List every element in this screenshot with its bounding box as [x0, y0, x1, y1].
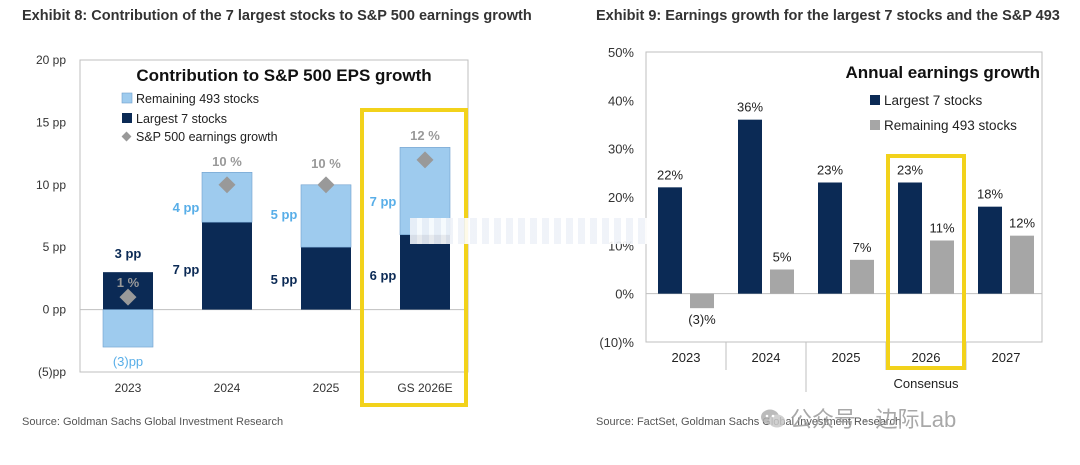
bar-largest-7 — [400, 234, 450, 310]
largest-7-label: 7 pp — [173, 262, 200, 277]
exhibit8-source: Source: Goldman Sachs Global Investment … — [22, 416, 284, 428]
y-tick-label: 20 pp — [36, 53, 66, 67]
earnings-growth-chart: (10)%0%10%20%30%40%50%22%(3)%202336%5%20… — [599, 45, 1043, 392]
remaining-493-label: 7 pp — [370, 194, 397, 209]
contribution-chart: (5)pp 0 pp 5 pp 10 pp 15 pp 20 pp 2023 2024 2025… — [36, 53, 469, 407]
exhibit8-heading: Exhibit 8: Contribution of the 7 largest… — [22, 8, 532, 24]
remaining-493-label: 5% — [773, 250, 792, 265]
consensus-label: Consensus — [893, 376, 959, 391]
chart-title: Contribution to S&P 500 EPS growth — [136, 66, 431, 85]
highlight-box-2026e — [360, 108, 468, 407]
x-tick-label: 2025 — [832, 350, 861, 365]
legend-label-largest-7: Largest 7 stocks — [136, 112, 227, 126]
x-tick-label: 2024 — [752, 350, 781, 365]
y-tick-label: 40% — [608, 93, 634, 108]
y-tick-label: 20% — [608, 190, 634, 205]
remaining-493-label: (3)% — [688, 312, 716, 327]
largest-7-label: 3 pp — [115, 246, 142, 261]
sp500-growth-marker — [119, 288, 137, 306]
legend-swatch-remaining-493 — [870, 120, 880, 130]
bar-remaining-493 — [300, 184, 352, 248]
y-tick-label: (5)pp — [38, 365, 66, 379]
remaining-493-label: 7% — [853, 240, 872, 255]
y-tick-label: 30% — [608, 142, 634, 157]
bar-remaining-493 — [850, 259, 874, 294]
watermark-text: 公众号 · 边际Lab — [790, 407, 957, 432]
largest-7-label: 18% — [977, 187, 1003, 202]
sp500-growth-marker — [416, 151, 434, 169]
y-tick-label: 5 pp — [43, 240, 67, 254]
exhibit9-heading: Exhibit 9: Earnings growth for the large… — [596, 8, 1060, 24]
bar-remaining-493 — [102, 309, 154, 348]
sp500-growth-marker — [218, 176, 236, 194]
remaining-493-label: 5 pp — [271, 207, 298, 222]
bar-largest-7 — [738, 119, 762, 294]
y-tick-label: 10 pp — [36, 178, 66, 192]
remaining-493-label: 12% — [1009, 216, 1035, 231]
bar-remaining-493 — [1010, 235, 1034, 294]
bar-largest-7 — [818, 182, 842, 294]
sp500-growth-label: 12 % — [410, 128, 440, 143]
x-tick-label: 2026 — [912, 350, 941, 365]
bar-remaining-493 — [930, 240, 954, 294]
wechat-icon — [761, 409, 785, 428]
exhibit9-source: Source: FactSet, Goldman Sachs Global In… — [596, 416, 902, 428]
bar-largest-7 — [978, 206, 1002, 294]
sp500-growth-marker — [317, 176, 335, 194]
remaining-493-label: 11% — [929, 221, 954, 236]
bar-largest-7 — [301, 247, 351, 310]
largest-7-label: 6 pp — [370, 268, 397, 283]
chart-title: Annual earnings growth — [845, 63, 1040, 82]
largest-7-label: 23% — [817, 163, 843, 178]
watermark: 公众号 · 边际Lab — [760, 402, 956, 434]
remaining-493-label: 4 pp — [173, 200, 200, 215]
y-tick-label: 50% — [608, 45, 634, 60]
remaining-493-label: (3)pp — [113, 354, 143, 369]
bar-remaining-493 — [690, 293, 714, 309]
x-tick-label: 2023 — [672, 350, 701, 365]
legend-swatch-largest-7 — [870, 95, 880, 105]
bar-remaining-493 — [770, 269, 794, 294]
x-tick-label: 2025 — [313, 381, 340, 395]
legend-label-remaining-493: Remaining 493 stocks — [884, 118, 1017, 133]
sp500-growth-label: 10 % — [311, 156, 341, 171]
y-tick-label: 15 pp — [36, 115, 66, 129]
x-tick-label: 2023 — [115, 381, 142, 395]
largest-7-label: 5 pp — [271, 272, 298, 287]
highlight-box-2026 — [886, 154, 966, 370]
y-tick-label: 0 pp — [43, 303, 67, 317]
largest-7-label: 22% — [657, 167, 683, 182]
largest-7-label: 23% — [897, 163, 923, 178]
y-tick-label: (10)% — [599, 335, 634, 350]
x-tick-label: 2024 — [214, 381, 241, 395]
legend-label-remaining-493: Remaining 493 stocks — [136, 92, 259, 106]
divider-stripe — [410, 218, 650, 244]
legend-label-sp500-growth: S&P 500 earnings growth — [136, 130, 278, 144]
legend-swatch-remaining-493 — [121, 92, 133, 104]
y-tick-label: 0% — [615, 287, 634, 302]
sp500-growth-label: 10 % — [212, 154, 242, 169]
x-tick-label: 2027 — [992, 350, 1021, 365]
bar-largest-7 — [202, 222, 252, 310]
x-tick-label: GS 2026E — [397, 381, 452, 395]
legend-label-largest-7: Largest 7 stocks — [884, 93, 983, 108]
largest-7-label: 36% — [737, 100, 763, 115]
sp500-growth-label: 1 % — [117, 275, 140, 290]
legend-swatch-sp500-growth — [121, 131, 132, 142]
legend-swatch-largest-7 — [122, 113, 132, 123]
plot-area — [645, 51, 1043, 343]
bar-largest-7 — [898, 182, 922, 294]
bar-largest-7 — [658, 187, 682, 294]
